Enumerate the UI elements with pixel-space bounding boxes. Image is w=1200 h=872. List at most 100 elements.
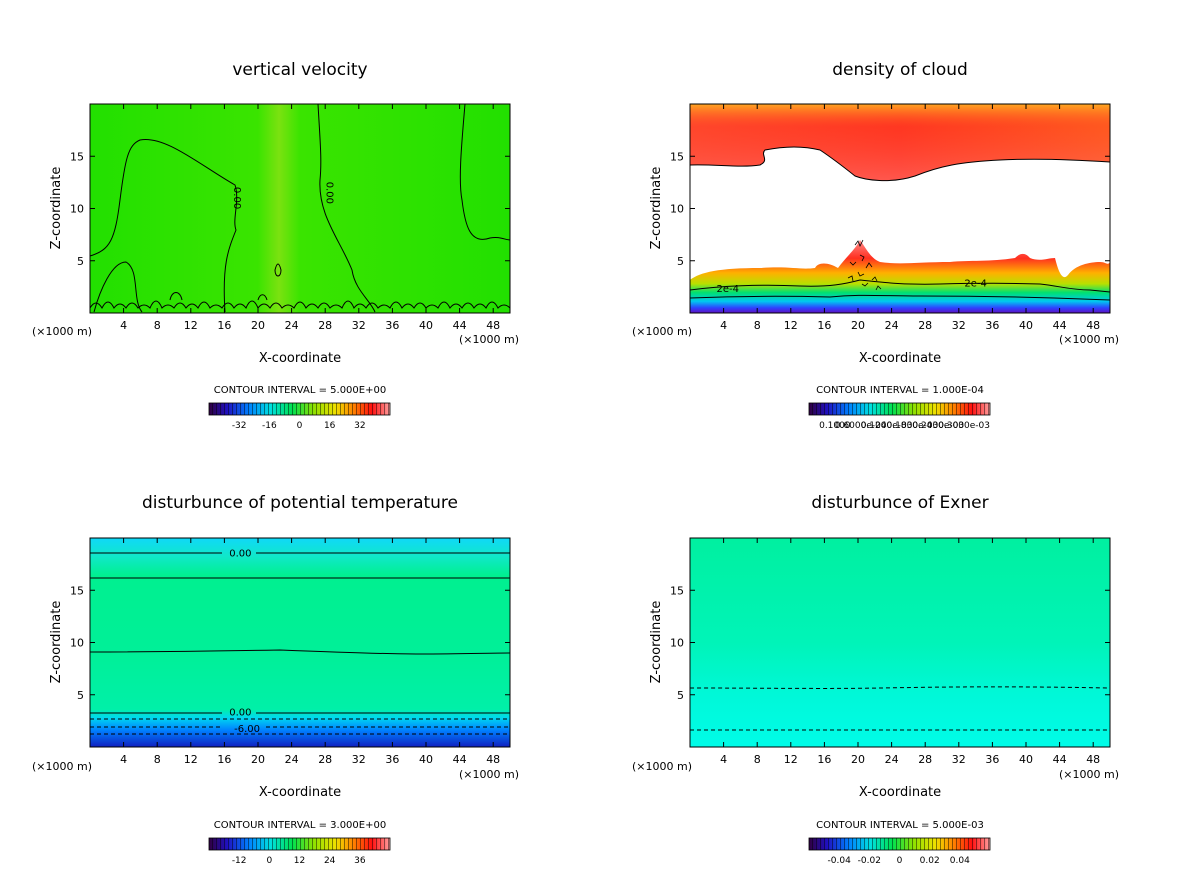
y-ticks: 5 10 15 (70, 584, 510, 702)
x-unit-left: (×1000 m) (632, 325, 692, 338)
x-ticks: 4 8 12 16 20 24 28 32 36 40 44 48 (720, 538, 1100, 766)
x-tick-label: 24 (285, 319, 299, 332)
y-tick-label: 5 (677, 255, 684, 268)
panel-title: disturbunce of Exner (811, 493, 988, 513)
y-ticks: 5 10 15 (670, 584, 1110, 702)
field-fill (690, 538, 1110, 747)
y-tick-label: 10 (70, 203, 84, 216)
cloud-speckle (847, 239, 882, 291)
x-tick-label: 36 (385, 319, 399, 332)
colorbar-ticks: 0.10000.6000e-040.1200e-030.1800e-030.24… (819, 421, 990, 431)
colorbar-tick-label: 0.2400e-03 (912, 421, 964, 431)
colorbar-tick-label: 12 (294, 856, 305, 866)
x-tick-label: 24 (885, 753, 899, 766)
contour-interval: CONTOUR INTERVAL = 3.000E+00 (214, 820, 386, 831)
x-tick-label: 12 (784, 753, 798, 766)
contour-lines (689, 146, 1111, 301)
contour-label: -6.00 (234, 724, 260, 735)
colorbar-bands (209, 403, 390, 415)
x-tick-label: 16 (217, 319, 231, 332)
y-ticks: 5 10 15 (670, 150, 1110, 268)
colorbar-tick-label: -0.04 (828, 856, 852, 866)
x-tick-label: 8 (754, 319, 761, 332)
colorbar-tick-label: 16 (324, 421, 336, 431)
colorbar-tick-label: 0.02 (920, 856, 940, 866)
x-tick-label: 32 (352, 319, 366, 332)
x-axis-label: X-coordinate (259, 785, 341, 800)
x-axis-label: X-coordinate (859, 785, 941, 800)
x-tick-label: 32 (352, 753, 366, 766)
x-tick-label: 20 (851, 319, 865, 332)
x-tick-label: 12 (784, 319, 798, 332)
x-tick-label: 44 (1053, 319, 1067, 332)
x-tick-label: 36 (985, 753, 999, 766)
y-tick-label: 10 (670, 203, 684, 216)
x-tick-label: 12 (184, 319, 198, 332)
x-ticks: 4 8 12 16 20 24 28 32 36 40 44 48 (720, 104, 1100, 332)
panel-exner: disturbunce of Exner 4 8 12 16 20 24 28 32 36 40 4… (632, 493, 1119, 866)
colorbar-tick-label: 0.6000e-04 (835, 421, 887, 431)
x-tick-label: 44 (453, 319, 467, 332)
x-tick-label: 36 (985, 319, 999, 332)
colorbar-ticks: -0.04 -0.02 0 0.02 0.04 (828, 856, 971, 866)
y-tick-label: 5 (77, 689, 84, 702)
x-tick-label: 16 (817, 753, 831, 766)
x-unit-right: (×1000 m) (1059, 768, 1119, 781)
x-tick-label: 28 (918, 753, 932, 766)
y-axis-label: Z-coordinate (49, 167, 64, 250)
contour-lines-dashed (90, 718, 510, 735)
x-tick-label: 48 (486, 753, 500, 766)
colorbar-tick-label: 0 (897, 856, 903, 866)
x-tick-label: 16 (217, 753, 231, 766)
contour-label: 2e-4 (717, 284, 740, 295)
colorbar-tick-label: -32 (232, 421, 247, 431)
colorbar-bands (809, 403, 990, 415)
x-axis-label: X-coordinate (859, 351, 941, 366)
y-tick-label: 15 (70, 584, 84, 597)
x-tick-label: 44 (453, 753, 467, 766)
y-axis-label: Z-coordinate (49, 601, 64, 684)
x-unit-right: (×1000 m) (459, 333, 519, 346)
contour-lines (89, 552, 511, 714)
x-tick-label: 8 (154, 753, 161, 766)
y-tick-label: 15 (670, 584, 684, 597)
x-tick-label: 4 (720, 319, 727, 332)
colorbar-tick-label: -16 (262, 421, 277, 431)
y-ticks: 5 10 15 (70, 150, 510, 268)
contour-labels: 2e-4 2e-4 (717, 279, 987, 295)
y-tick-label: 5 (677, 689, 684, 702)
colorbar-tick-label: 0.1000 (819, 421, 851, 431)
x-tick-label: 12 (184, 753, 198, 766)
x-tick-label: 4 (120, 319, 127, 332)
contour-label: 2e-4 (964, 279, 987, 290)
colorbar-ticks: -12 0 12 24 36 (232, 856, 366, 866)
x-unit-right: (×1000 m) (1059, 333, 1119, 346)
colorbar-bands (809, 838, 990, 850)
contour-interval: CONTOUR INTERVAL = 1.000E-04 (816, 385, 984, 396)
contour-label: 0.00 (229, 549, 251, 560)
x-tick-label: 48 (1086, 753, 1100, 766)
contour-labels: 0.00 0.00 -6.00 (229, 549, 260, 736)
x-tick-label: 48 (1086, 319, 1100, 332)
colorbar-tick-label: 24 (324, 856, 336, 866)
x-tick-label: 4 (120, 753, 127, 766)
panel-density-of-cloud: density of cloud 2e-4 2e-4 4 8 12 16 20 24 28 32… (632, 60, 1119, 431)
contour-lines-dashed (689, 686, 1111, 731)
contour-lines (89, 103, 511, 313)
x-tick-label: 8 (754, 753, 761, 766)
field-fill (90, 104, 510, 313)
x-tick-label: 20 (851, 753, 865, 766)
colorbar-tick-label: -0.02 (858, 856, 881, 866)
panel-title: disturbunce of potential temperature (142, 493, 458, 513)
x-tick-label: 44 (1053, 753, 1067, 766)
panel-title: density of cloud (832, 60, 968, 80)
upper-cloud-shade (690, 104, 1110, 181)
colorbar-tick-label: 0.1200e-03 (861, 421, 913, 431)
x-tick-label: 28 (318, 319, 332, 332)
x-tick-label: 48 (486, 319, 500, 332)
colorbar-tick-label: 0 (266, 856, 272, 866)
colorbar-tick-label: 0.1800e-03 (887, 421, 939, 431)
x-tick-label: 24 (285, 753, 299, 766)
colorbar-tick-label: -12 (232, 856, 247, 866)
